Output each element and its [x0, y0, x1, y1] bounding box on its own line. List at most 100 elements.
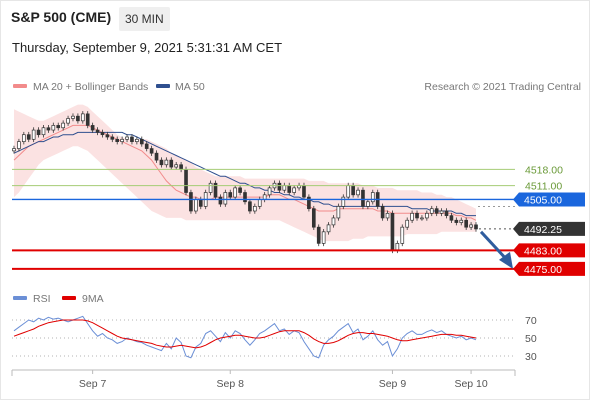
candle — [248, 198, 252, 214]
candle — [22, 131, 26, 145]
candle — [361, 187, 365, 210]
candle — [130, 134, 134, 145]
level-resistance: 4511.00 — [12, 181, 562, 193]
candle — [385, 210, 390, 221]
candle-body — [31, 129, 36, 140]
legend-rsi-ma: 9MA — [62, 293, 104, 305]
candle — [154, 150, 159, 163]
candle-body — [213, 182, 218, 198]
candle-body — [380, 206, 385, 219]
candle-body — [336, 206, 341, 219]
candle — [139, 136, 144, 147]
candle-body — [149, 148, 154, 154]
candle — [61, 120, 65, 131]
candle-body — [17, 141, 21, 149]
candle — [415, 210, 419, 221]
candle — [31, 127, 36, 143]
candle — [159, 157, 164, 168]
candle-body — [341, 196, 346, 207]
candle-body — [370, 192, 375, 203]
candle — [356, 187, 360, 198]
level-tag — [513, 243, 585, 258]
level-label: 4505.00 — [524, 194, 562, 206]
legend-rsi-swatch — [13, 296, 27, 300]
candle-body — [198, 199, 203, 207]
candle — [223, 189, 228, 207]
candle — [366, 198, 370, 210]
candle — [277, 180, 282, 193]
candle — [12, 145, 16, 154]
legend-rsi: RSI — [13, 293, 51, 305]
candle-body — [405, 219, 410, 228]
candle-body — [243, 192, 247, 203]
candle-body — [46, 127, 51, 131]
legend-rsi-label: RSI — [33, 293, 51, 305]
candle-body — [12, 148, 16, 152]
candle — [425, 210, 429, 221]
candle-body — [120, 138, 124, 142]
ma50-line — [13, 131, 476, 217]
candle-body — [95, 129, 100, 133]
timeframe-button[interactable]: 30 MIN — [119, 7, 170, 31]
candle — [149, 145, 154, 156]
candle-body — [115, 138, 120, 142]
candle-body — [302, 185, 306, 198]
candle — [144, 141, 149, 152]
candle — [331, 215, 336, 228]
candle-body — [395, 243, 400, 251]
candle-body — [415, 212, 419, 219]
candle — [253, 203, 257, 214]
candle-body — [351, 185, 355, 196]
candle — [429, 205, 434, 217]
candle-body — [292, 187, 296, 193]
candle — [41, 124, 46, 138]
candle-body — [400, 226, 405, 244]
candle-body — [459, 219, 464, 223]
candle — [80, 111, 85, 124]
candle — [115, 136, 120, 145]
legend-bollinger: MA 20 + Bollinger Bands — [13, 81, 148, 93]
candle-body — [61, 122, 65, 129]
candle — [464, 217, 468, 230]
candle-body — [346, 185, 351, 198]
candle — [474, 222, 478, 232]
candle-body — [444, 210, 449, 216]
candle-body — [385, 212, 390, 219]
candle — [444, 208, 449, 219]
candle — [51, 122, 56, 133]
level-support: 4475.00 — [12, 261, 585, 276]
candle — [105, 131, 110, 140]
level-label: 4483.00 — [524, 245, 562, 257]
level-current: 4492.25 — [479, 221, 585, 236]
candle — [36, 127, 41, 138]
candle-body — [410, 212, 414, 221]
candle — [326, 222, 331, 235]
candle — [56, 122, 61, 131]
level-pivot: 4505.00 — [12, 192, 585, 207]
candle-body — [105, 134, 110, 138]
forecast-arrow-head — [499, 251, 513, 269]
candle — [184, 166, 188, 196]
candle-body — [267, 187, 272, 196]
candle-body — [361, 189, 365, 207]
candle — [174, 161, 179, 170]
candle-body — [218, 196, 223, 205]
candle-body — [125, 136, 129, 140]
legend-bollinger-label: MA 20 + Bollinger Bands — [33, 81, 148, 93]
rsi-tick-label: 50 — [525, 333, 537, 345]
candle — [336, 203, 341, 221]
candle-body — [100, 132, 105, 136]
candle-body — [316, 226, 321, 244]
candle — [307, 194, 311, 212]
candle — [85, 111, 90, 129]
candle — [316, 224, 321, 247]
candle — [243, 189, 247, 205]
candle — [135, 136, 139, 145]
x-tick-label: Sep 7 — [79, 378, 107, 390]
candle-body — [130, 136, 134, 142]
candle-body — [184, 169, 188, 193]
candle — [213, 180, 218, 200]
legend-ma50-label: MA 50 — [175, 81, 205, 93]
legend-ma50-swatch — [156, 84, 170, 88]
